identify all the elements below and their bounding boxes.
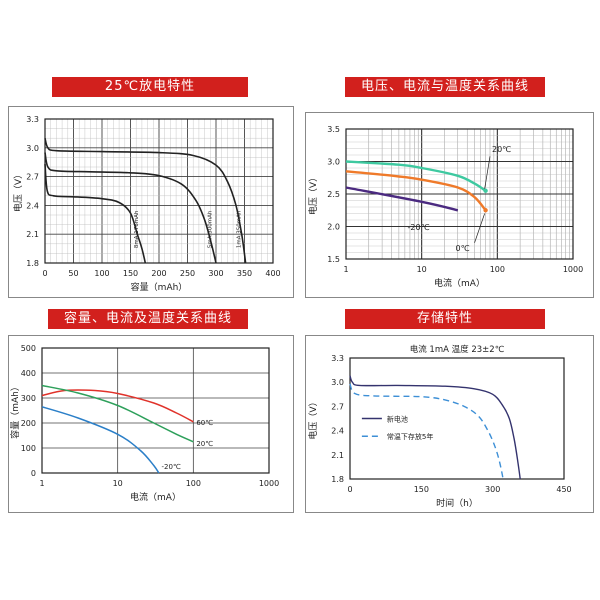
y-tick-label: 3.3: [331, 354, 344, 363]
y-tick-label: 2.4: [26, 201, 39, 210]
y-tick-label: 2.7: [331, 402, 344, 411]
y-tick-label: 1.8: [26, 259, 39, 268]
curve-annotation: 5mA 300mAh: [207, 210, 213, 248]
y-tick-label: 200: [21, 419, 36, 428]
x-tick-label: 400: [265, 269, 280, 278]
x-tick-label: 100: [186, 479, 201, 488]
x-tick-label: 150: [123, 269, 138, 278]
series-line-3: [41, 406, 160, 474]
y-tick-label: 0: [31, 469, 36, 478]
y-axis-label: 容量（mAh）: [9, 382, 21, 439]
x-tick-label: 200: [151, 269, 166, 278]
x-tick-label: 50: [68, 269, 78, 278]
series-line-2: [349, 383, 504, 480]
series-line-1: [44, 164, 147, 264]
y-tick-label: 2.7: [26, 173, 39, 182]
y-tick-label: 500: [21, 344, 36, 353]
x-axis-label: 电流（mA）: [434, 277, 485, 289]
series-line-1: [345, 160, 487, 192]
x-tick-label: 100: [490, 265, 505, 274]
x-tick-label: 350: [237, 269, 252, 278]
annotation-0c: 0℃: [456, 244, 470, 253]
series-line-2: [44, 152, 217, 264]
plot-frame: [41, 347, 270, 474]
chart-1-discharge: 0 50 100 150 200 250 300 350 400 1.8 2.1 2.4 2.7 3.0 3…: [12, 115, 281, 293]
x-tick-label: 1000: [259, 479, 279, 488]
series-line-3: [44, 137, 247, 264]
curve-annotation: 8mA 176mAh: [134, 210, 140, 248]
y-tick-label: 100: [21, 444, 36, 453]
chart-3-title-banner: 容量、电流及温度关系曲线: [48, 309, 248, 329]
series-line-3: [345, 186, 459, 212]
y-tick-label: 2.1: [26, 230, 39, 239]
chart-4-title-banner: 存储特性: [345, 309, 545, 329]
chart-2-title-banner: 电压、电流与温度关系曲线: [345, 77, 545, 97]
y-tick-label: 1.8: [331, 475, 344, 484]
chart-2-voltage-current: 1 10 100 1000 1.5 2.0 2.5 3.0 3.5 电流（mA） 电压（V） 20℃ 0…: [307, 125, 583, 289]
x-tick-label: 300: [485, 485, 500, 494]
chart-3-panel: 1 10 100 1000 0 100 200 300 400 500 电流（mA） 容量（mAh） 6…: [8, 335, 294, 513]
x-tick-label: 450: [556, 485, 571, 494]
plot-frame: [345, 128, 574, 260]
x-tick-label: 10: [417, 265, 427, 274]
y-tick-label: 3.0: [26, 144, 39, 153]
x-tick-label: 100: [94, 269, 109, 278]
y-tick-label: 2.1: [331, 451, 344, 460]
x-tick-label: 1000: [563, 265, 583, 274]
x-tick-label: 1: [39, 479, 44, 488]
annotation-leader: [484, 156, 491, 189]
legend-label-new: 新电池: [387, 415, 408, 424]
x-tick-label: 0: [42, 269, 47, 278]
y-tick-label: 3.0: [327, 158, 340, 167]
legend-label-stored: 常温下存放5年: [387, 432, 433, 441]
y-tick-label: 3.0: [331, 378, 344, 387]
series-end-point: [483, 188, 488, 193]
y-tick-label: 300: [21, 394, 36, 403]
y-tick-label: 2.5: [327, 190, 340, 199]
x-axis-label: 电流（mA）: [130, 491, 181, 503]
series-line-2: [345, 170, 487, 212]
y-tick-label: 3.5: [327, 125, 340, 134]
annotation-minus20c: -20℃: [408, 223, 430, 232]
y-tick-label: 2.0: [327, 223, 340, 232]
x-axis-label: 时间（h）: [436, 497, 478, 509]
x-tick-label: 0: [347, 485, 352, 494]
y-axis-label: 电压（V）: [307, 173, 319, 215]
chart-2-panel: 1 10 100 1000 1.5 2.0 2.5 3.0 3.5 电流（mA） 电压（V） 20℃ 0…: [305, 112, 594, 298]
series-line-2: [41, 384, 194, 443]
chart-4-panel: 电流 1mA 温度 23±2℃ 0 150 300 450 1.8 2.1 2.4 2.7 3.0…: [305, 335, 594, 513]
annotation-20c: 20℃: [492, 145, 511, 154]
chart-3-capacity-current: 1 10 100 1000 0 100 200 300 400 500 电流（mA） 容量（mAh） 6…: [9, 344, 279, 503]
y-tick-label: 1.5: [327, 255, 340, 264]
y-tick-label: 2.4: [331, 427, 344, 436]
chart-subtitle: 电流 1mA 温度 23±2℃: [410, 344, 505, 355]
chart-4-storage: 电流 1mA 温度 23±2℃ 0 150 300 450 1.8 2.1 2.4 2.7 3.0…: [307, 344, 572, 509]
curve-annotation: 1mA 350mAh: [237, 210, 243, 248]
series-end-point: [483, 208, 488, 213]
y-tick-label: 400: [21, 369, 36, 378]
chart-1-panel: 0 50 100 150 200 250 300 350 400 1.8 2.1 2.4 2.7 3.0 3…: [8, 106, 294, 298]
x-axis-label: 容量（mAh）: [131, 281, 188, 293]
x-tick-label: 250: [180, 269, 195, 278]
x-tick-label: 10: [113, 479, 123, 488]
chart-1-title-banner: 25℃放电特性: [52, 77, 248, 97]
annotation-leader: [474, 213, 485, 243]
x-tick-label: 1: [343, 265, 348, 274]
annotation-minus20c: -20℃: [162, 463, 181, 471]
y-tick-label: 3.3: [26, 115, 39, 124]
plot-frame: [349, 357, 565, 480]
annotation-60c: 60℃: [196, 419, 213, 427]
series-line-1: [349, 375, 521, 480]
y-axis-label: 电压（V）: [307, 397, 319, 439]
x-tick-label: 300: [208, 269, 223, 278]
plot-frame: [44, 118, 274, 264]
y-axis-label: 电压（V）: [12, 170, 24, 212]
annotation-20c: 20℃: [196, 440, 213, 448]
x-tick-label: 150: [414, 485, 429, 494]
